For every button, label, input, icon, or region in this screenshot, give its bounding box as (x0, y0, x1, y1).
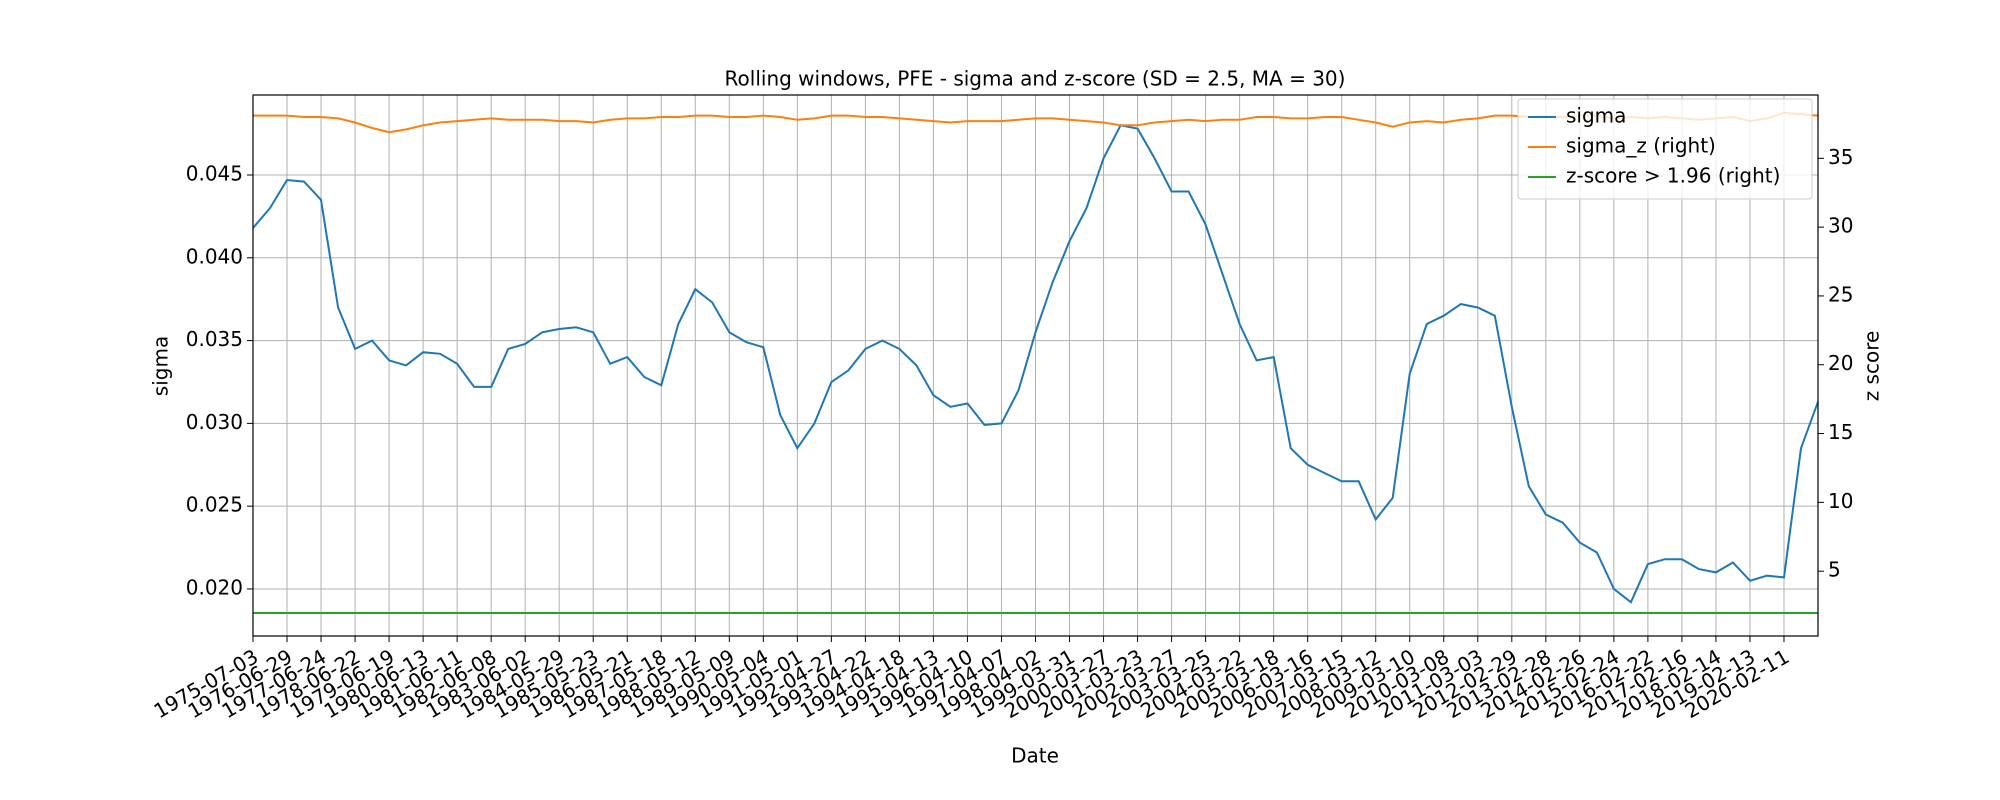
x-axis-label: Date (1011, 744, 1059, 768)
y2-tick-label: 20 (1828, 351, 1853, 375)
y2-tick-label: 5 (1828, 558, 1841, 582)
y2-tick-label: 30 (1828, 214, 1853, 238)
plot-frame (252, 94, 1819, 637)
y2-tick-label: 10 (1828, 489, 1853, 513)
y-tick-label: 0.025 (186, 493, 243, 517)
legend-label: sigma (1566, 104, 1626, 128)
chart-title: Rolling windows, PFE - sigma and z-score… (725, 67, 1346, 91)
y2-tick-label: 35 (1828, 145, 1853, 169)
y-tick-label: 0.020 (186, 575, 243, 599)
y2-axis-label: z score (1860, 331, 1884, 402)
y-tick-label: 0.045 (186, 161, 243, 185)
legend-label: z-score > 1.96 (right) (1566, 164, 1780, 188)
legend-box (1517, 98, 1813, 200)
y-axis-label: sigma (149, 336, 173, 396)
y-tick-label: 0.035 (186, 327, 243, 351)
legend-label: sigma_z (right) (1566, 134, 1716, 158)
y-tick-label: 0.030 (186, 410, 243, 434)
y-tick-label: 0.040 (186, 244, 243, 268)
y2-tick-label: 25 (1828, 282, 1853, 306)
y2-tick-label: 15 (1828, 420, 1853, 444)
series-line (252, 124, 1819, 604)
